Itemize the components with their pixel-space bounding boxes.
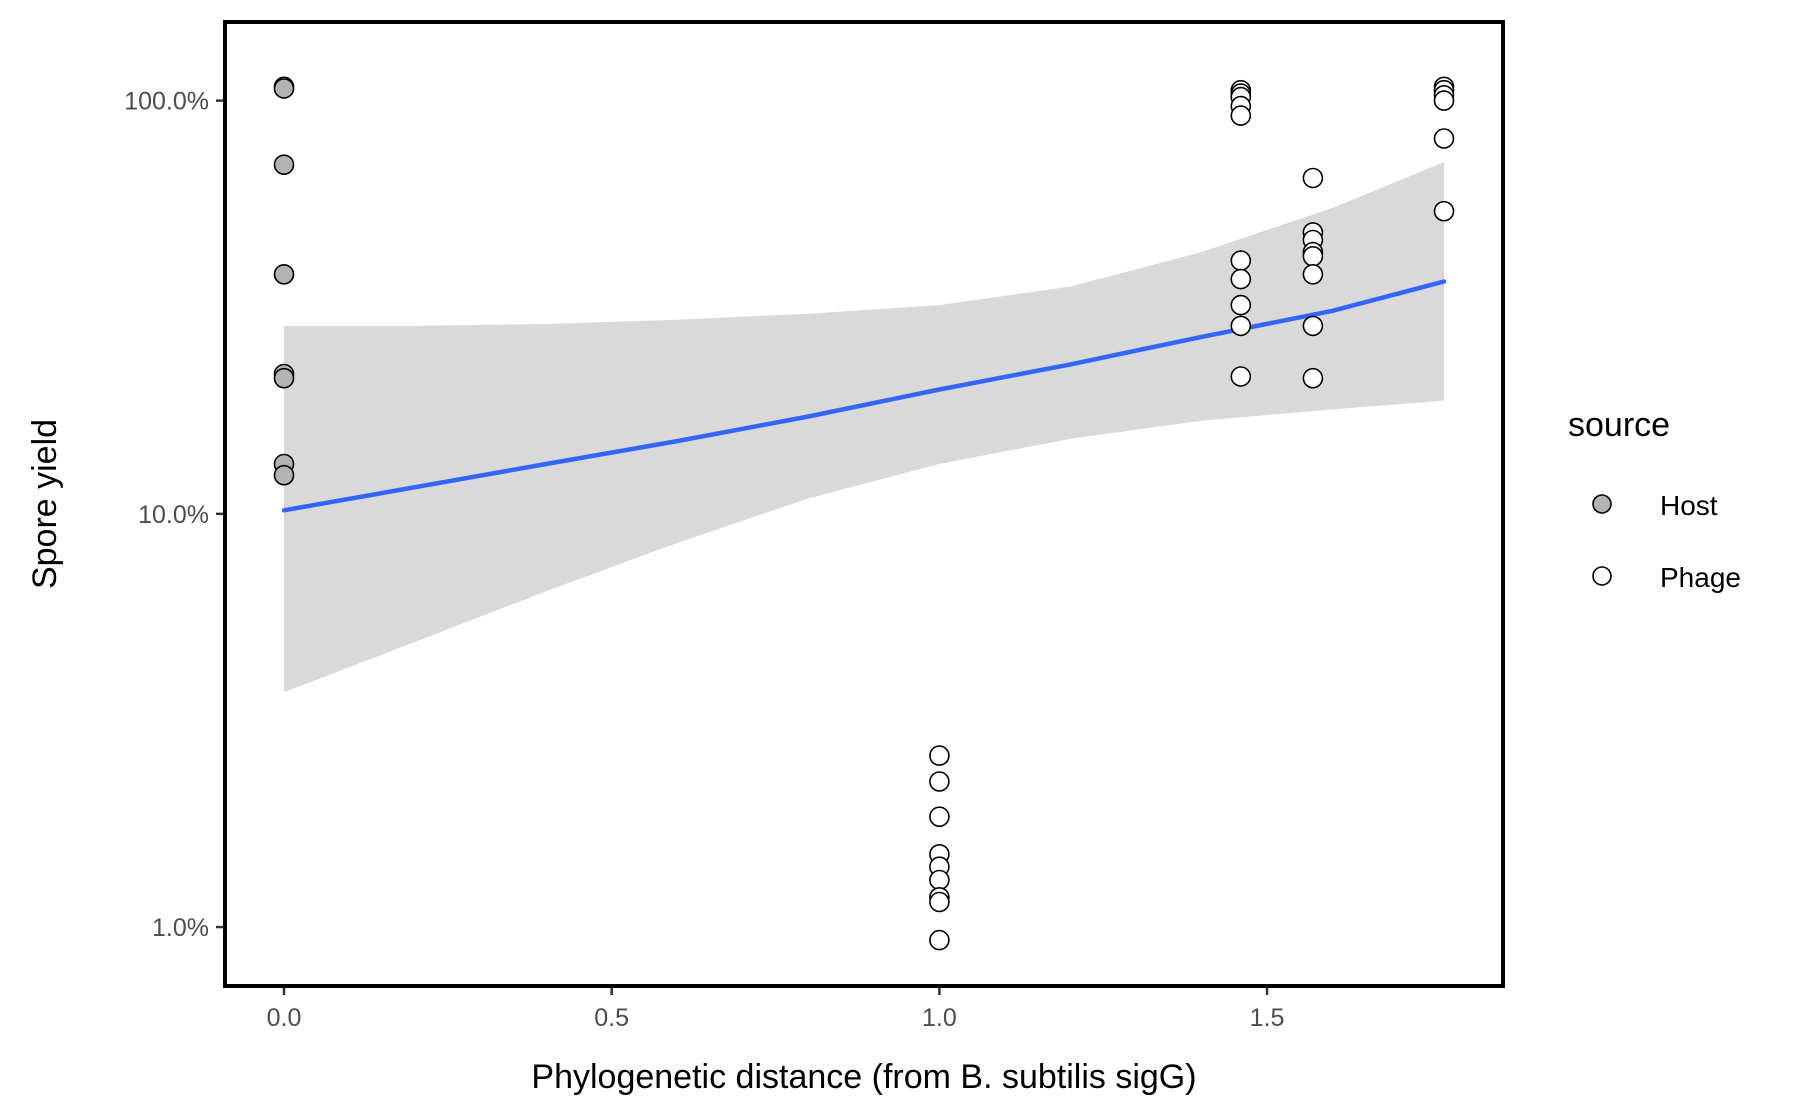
legend-key-host <box>1592 494 1612 514</box>
data-point-phage <box>929 929 950 951</box>
fit-line <box>281 279 1447 513</box>
x-tick-label: 1.5 <box>1250 1004 1285 1032</box>
y-tick-label: 100.0% <box>124 88 209 116</box>
x-axis-title: Phylogenetic distance (from B. subtilis … <box>531 1058 1196 1096</box>
data-points-layer <box>273 76 1455 951</box>
y-tick-label: 1.0% <box>152 914 209 942</box>
x-axis: 0.0 0.5 1.0 1.5 <box>267 988 1285 1032</box>
data-point-phage <box>929 771 950 792</box>
data-point-phage <box>1230 250 1252 271</box>
data-point-host <box>273 263 295 285</box>
data-point-phage <box>929 891 950 913</box>
data-point-phage <box>929 869 950 891</box>
legend-key-phage <box>1592 566 1612 586</box>
x-tick-label: 0.5 <box>594 1004 629 1032</box>
y-axis: 1.0% 10.0% 100.0% <box>124 88 223 942</box>
data-point-host <box>273 464 295 486</box>
data-point-phage <box>1433 128 1455 149</box>
fit-line-layer <box>281 279 1447 513</box>
data-point-phage <box>1230 366 1252 387</box>
data-point-phage <box>929 745 950 766</box>
data-point-phage <box>1302 245 1324 267</box>
data-point-phage <box>1230 315 1252 337</box>
legend-label-phage: Phage <box>1660 562 1741 593</box>
plot-panel-border <box>223 20 1505 988</box>
y-axis-title: Spore yield <box>26 419 64 589</box>
data-point-phage <box>1433 90 1455 111</box>
confidence-ribbon <box>284 162 1444 693</box>
legend: source Host Phage <box>1568 406 1741 593</box>
data-point-phage <box>1302 167 1324 189</box>
data-point-phage <box>929 806 950 828</box>
data-point-phage <box>1302 263 1324 285</box>
data-point-phage <box>1230 268 1252 290</box>
data-point-phage <box>1302 315 1324 337</box>
data-point-phage <box>1302 367 1324 389</box>
confidence-ribbon-layer <box>284 162 1444 693</box>
y-tick-label: 10.0% <box>138 501 209 529</box>
legend-label-host: Host <box>1660 490 1718 521</box>
data-point-host <box>273 367 295 389</box>
x-tick-label: 0.0 <box>267 1004 302 1032</box>
x-tick-label: 1.0 <box>922 1004 957 1032</box>
data-point-phage <box>1433 200 1455 222</box>
data-point-host <box>273 78 295 99</box>
data-point-host <box>273 154 295 175</box>
data-point-phage <box>1230 105 1252 126</box>
data-point-phage <box>1230 294 1252 316</box>
legend-title: source <box>1568 406 1670 444</box>
